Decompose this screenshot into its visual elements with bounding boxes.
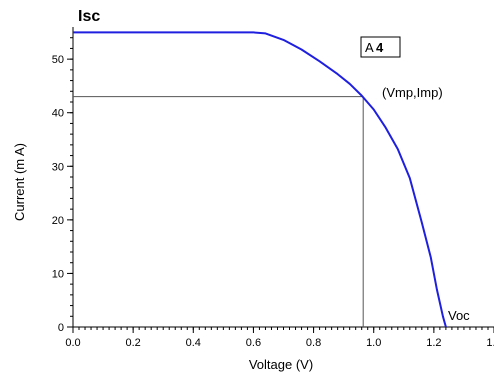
x-tick-label: 1.2: [426, 337, 441, 349]
legend-box-a-label: A: [365, 40, 374, 55]
mpp-annotation: (Vmp,Imp): [382, 85, 443, 100]
x-tick-label: 0.0: [65, 337, 80, 349]
iv-curve-line: [73, 31, 447, 328]
x-tick-label: 1.0: [366, 337, 381, 349]
x-tick-label: 1.4: [486, 337, 494, 349]
x-tick-label: 0.2: [125, 337, 140, 349]
x-tick-label: 0.4: [186, 337, 201, 349]
voc-annotation: Voc: [448, 308, 470, 323]
legend-box-number: 4: [376, 40, 384, 55]
x-axis-title: Voltage (V): [249, 357, 313, 372]
y-tick-label: 20: [52, 215, 64, 227]
y-tick-label: 40: [52, 108, 64, 120]
y-tick-label: 30: [52, 161, 64, 173]
y-tick-label: 50: [52, 54, 64, 66]
plot-area: 0.0 0.2 0.4 0.6 0.8 1.0 1.2 1.4 0 10 20 30 40 50: [52, 27, 494, 349]
x-tick-label: 0.6: [246, 337, 261, 349]
legend-box: [360, 36, 401, 58]
x-tick-label: 0.8: [306, 337, 321, 349]
y-axis-title: Current (m A): [12, 143, 27, 221]
y-tick-label: 0: [58, 322, 64, 334]
y-tick-label: 10: [52, 268, 64, 280]
isc-annotation: Isc: [78, 8, 100, 25]
